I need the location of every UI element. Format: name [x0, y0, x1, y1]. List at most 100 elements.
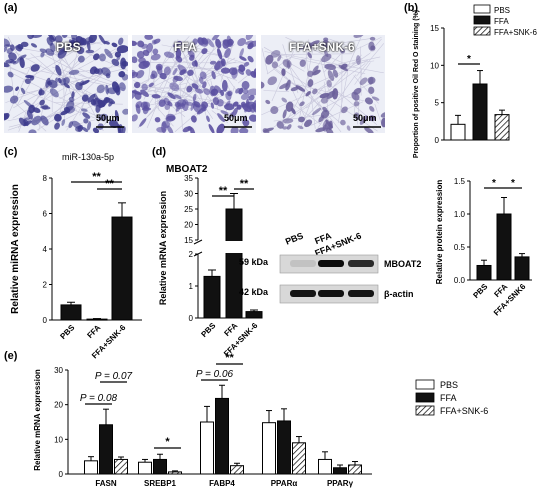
chart-c-y-tick: 8 [43, 174, 48, 183]
panel-label-e: (e) [4, 350, 18, 362]
chart-d1-y-label: Relative mRNA expression [158, 191, 168, 305]
chart-c-category-label: PBS [58, 323, 76, 341]
chart-d2-y-label: Relative protein expression [435, 180, 444, 285]
chart-d1-category-label: FFA [222, 321, 239, 338]
chart-c-bar-0 [60, 304, 82, 321]
chart-e-legend-swatch-1 [415, 392, 435, 403]
blot-band [348, 260, 374, 267]
chart-e-bar [230, 465, 244, 475]
chart-c-y-tick: 2 [43, 281, 48, 290]
chart-b-legend-label: FFA [494, 17, 509, 26]
chart-d1-bar-2 [245, 311, 263, 319]
chart-d1-y-tick: 20 [184, 221, 193, 230]
chart-d2-y-tick: 0.0 [454, 276, 466, 285]
chart-e-y-tick: 20 [54, 401, 63, 410]
chart-e-bar [99, 424, 113, 475]
chart-e-bar [84, 460, 98, 475]
chart-b-legend-swatch-0 [473, 4, 491, 14]
chart-b-legend-label: PBS [494, 6, 510, 15]
chart-d1-y-tick: 25 [184, 205, 193, 214]
micrograph-pbs: PBS 50μm [4, 35, 128, 133]
chart-e-category-label: PPARγ [327, 479, 354, 488]
chart-b-legend-swatch-2 [473, 26, 491, 36]
chart-b-legend-swatch-1 [473, 15, 491, 25]
chart-e-bar [153, 458, 167, 475]
chart-d1-significance: ** [240, 178, 249, 190]
chart-e-legend-label: FFA+SNK-6 [440, 406, 488, 416]
blot-protein-label: MBOAT2 [384, 259, 421, 269]
chart-d1-y-tick: 15 [184, 236, 193, 245]
chart-b-y-label: Proportion of positive Oil Red O stainin… [413, 10, 420, 158]
blot-kda-label: 59 kDa [239, 257, 269, 267]
chart-e-bar [262, 422, 276, 475]
micrograph-ffa: FFA 50μm [132, 35, 256, 133]
chart-c-y-tick: 4 [43, 245, 48, 254]
chart-e-bar [277, 420, 291, 475]
chart-d1-y-tick: 1 [189, 282, 194, 291]
chart-e-significance: ** [225, 352, 234, 364]
micrograph-ffa-snk6: FFA+SNK-6 50μm [261, 35, 385, 133]
chart-e-legend-swatch-2 [415, 405, 435, 416]
chart-d1-title: MBOAT2 [166, 164, 208, 175]
chart-d2-bar-1 [496, 213, 512, 281]
micrograph-title-pbs: PBS [56, 40, 81, 54]
chart-b-y-tick: 0 [435, 136, 440, 145]
chart-c-bar-1 [86, 318, 108, 321]
chart-e-category-label: FABP4 [209, 479, 235, 488]
chart-b-bar-1 [472, 83, 488, 141]
chart-d1-y-tick: 35 [184, 174, 193, 183]
blot-band [290, 290, 316, 297]
chart-d1-y-tick: 30 [184, 190, 193, 199]
chart-e-y-label: Relative mRNA expression [33, 369, 42, 471]
chart-e-bar [292, 442, 306, 475]
chart-e-y-tick: 0 [59, 470, 64, 479]
chart-d2-bar-0 [476, 264, 492, 281]
chart-e-bar [348, 464, 362, 475]
chart-c-y-tick: 0 [43, 316, 48, 325]
chart-d1-category-label: PBS [199, 321, 217, 339]
chart-c-category-label: FFA [85, 323, 102, 340]
micrograph-title-ffa: FFA [174, 40, 197, 54]
chart-e-legend-label: FFA [440, 393, 457, 403]
chart-b-bar-2 [494, 114, 510, 141]
blot-band [290, 260, 316, 267]
chart-b-y-tick: 10 [430, 61, 439, 70]
chart-c-title: miR-130a-5p [62, 152, 114, 162]
chart-e-legend-label: PBS [440, 380, 458, 390]
chart-d1-break-gap [224, 241, 244, 253]
chart-c-y-tick: 6 [43, 210, 48, 219]
chart-e-y-tick: 10 [54, 435, 63, 444]
chart-d1-significance: ** [219, 185, 228, 197]
chart-e-bar [215, 397, 229, 475]
chart-e-bar [333, 467, 347, 475]
chart-d1-bar-0 [203, 275, 221, 319]
chart-c-y-label: Relative miRNA expression [10, 184, 21, 314]
chart-d2-category-label: PBS [471, 282, 489, 300]
micrograph-title-ffa-snk6: FFA+SNK-6 [289, 40, 355, 54]
blot-protein-label: β-actin [384, 289, 414, 299]
chart-c-significance: ** [105, 178, 114, 190]
panel-label-c: (c) [4, 146, 18, 158]
chart-e-bar [318, 458, 332, 475]
chart-b-significance: * [467, 54, 471, 65]
chart-c-significance: ** [92, 171, 101, 183]
chart-e-bar [200, 421, 214, 475]
chart-e-bar [114, 458, 128, 475]
chart-c-bar-2 [111, 216, 133, 321]
panel-label-b: (b) [404, 2, 419, 14]
panel-label-a: (a) [4, 2, 18, 14]
chart-d1-y-tick: 0 [189, 314, 194, 323]
chart-e-category-label: PPARα [271, 479, 298, 488]
chart-d2-significance: * [511, 178, 515, 189]
scale-bar-label-ffa: 50μm [224, 113, 248, 123]
chart-d1-y-tick: 2 [189, 250, 194, 259]
chart-d2-significance: * [492, 178, 496, 189]
chart-e-y-tick: 30 [54, 366, 63, 375]
chart-e-bar [138, 461, 152, 475]
blot-kda-label: 42 kDa [239, 287, 269, 297]
chart-e-category-label: FASN [95, 479, 117, 488]
scale-bar-label-pbs: 50μm [96, 113, 120, 123]
blot-lane-label: PBS [284, 231, 305, 247]
chart-b-legend-label: FFA+SNK-6 [494, 28, 537, 37]
